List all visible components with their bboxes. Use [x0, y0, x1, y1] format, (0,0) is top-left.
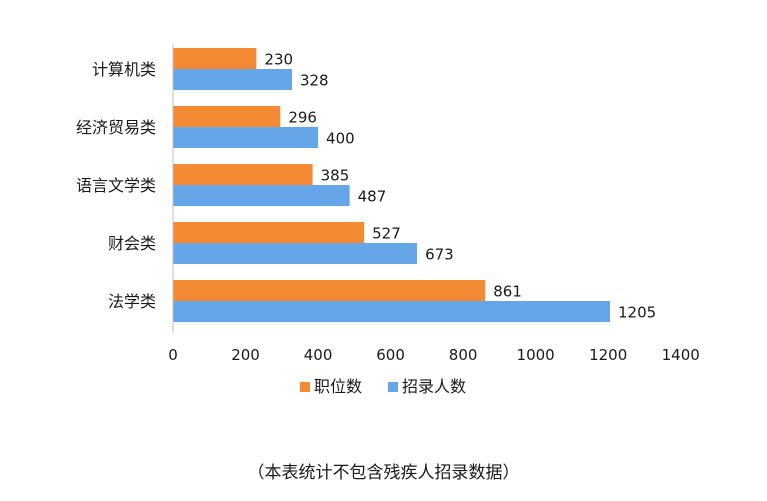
legend-swatch	[388, 382, 398, 392]
data-label: 328	[300, 72, 329, 90]
data-label: 296	[288, 109, 317, 127]
legend-swatch	[300, 382, 310, 392]
value-labels-layer: 230 328 296 400 385 487 527 673 861 1205	[264, 51, 656, 322]
legend-label: 招录人数	[402, 377, 466, 396]
data-label: 861	[493, 283, 522, 301]
bar-hires	[173, 301, 610, 322]
bar-positions	[173, 106, 281, 127]
category-label: 计算机类	[92, 60, 156, 79]
x-tick-labels-layer: 0 200 400 600 800 1000 1200 1400	[168, 346, 700, 364]
legend: 职位数 招录人数	[300, 377, 466, 396]
x-tick-label: 1200	[589, 346, 627, 364]
bar-hires	[173, 185, 350, 206]
x-tick-label: 1000	[517, 346, 555, 364]
data-label: 487	[358, 188, 387, 206]
x-tick-label: 1400	[662, 346, 700, 364]
bar-positions	[173, 164, 313, 185]
x-tick-label: 200	[231, 346, 260, 364]
category-label: 语言文学类	[76, 176, 156, 195]
data-label: 673	[425, 246, 454, 264]
category-label: 经济贸易类	[76, 118, 156, 137]
x-tick-label: 600	[376, 346, 405, 364]
legend-label: 职位数	[314, 377, 362, 396]
category-label: 财会类	[108, 234, 156, 253]
x-tick-label: 800	[449, 346, 478, 364]
bar-positions	[173, 280, 486, 301]
footnote: （本表统计不包含残疾人招录数据）	[247, 463, 520, 483]
data-label: 400	[326, 130, 355, 148]
data-label: 1205	[618, 304, 656, 322]
bar-positions	[173, 48, 257, 69]
bar-positions	[173, 222, 365, 243]
data-label: 230	[264, 51, 293, 69]
bar-hires	[173, 127, 319, 148]
data-label: 385	[321, 167, 350, 185]
bar-hires	[173, 69, 292, 90]
bar-hires	[173, 243, 418, 264]
x-tick-label: 0	[168, 346, 178, 364]
category-label: 法学类	[108, 292, 156, 311]
bars-layer	[173, 48, 610, 322]
data-label: 527	[372, 225, 401, 243]
x-tick-label: 400	[304, 346, 333, 364]
